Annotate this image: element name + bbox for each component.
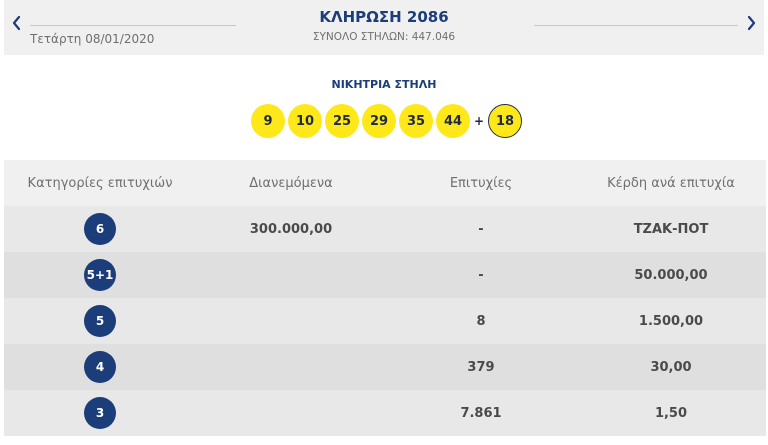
table-row: 3 7.861 1,50 (4, 390, 766, 436)
header-divider-left (30, 25, 236, 26)
draw-header: Τετάρτη 08/01/2020 ΚΛΗΡΩΣΗ 2086 ΣΥΝΟΛΟ Σ… (4, 0, 764, 55)
prize-table: Κατηγορίες επιτυχιών Διανεμόμενα Επιτυχί… (4, 160, 766, 436)
category-badge: 5 (84, 305, 116, 337)
next-draw-button[interactable] (742, 12, 760, 34)
total-columns: ΣΥΝΟΛΟ ΣΤΗΛΩΝ: 447.046 (312, 31, 456, 43)
previous-draw-button[interactable] (8, 12, 26, 34)
draw-title: ΚΛΗΡΩΣΗ 2086 (319, 8, 449, 26)
prize-cell: 30,00 (650, 359, 692, 375)
winners-cell: - (478, 267, 484, 283)
winning-ball: 35 (399, 104, 433, 138)
plus-sign: + (473, 114, 485, 128)
header-distributed: Διανεμόμενα (249, 175, 333, 191)
category-badge: 4 (84, 351, 116, 383)
category-badge: 6 (84, 213, 116, 245)
joker-ball: 18 (488, 104, 522, 138)
winners-cell: - (478, 221, 484, 237)
header-winners: Επιτυχίες (449, 175, 513, 191)
winners-cell: 379 (467, 359, 495, 375)
table-row: 6 300.000,00 - ΤΖΑΚ-ΠΟΤ (4, 206, 766, 252)
header-prize-per-winner: Κέρδη ανά επιτυχία (607, 175, 735, 191)
winning-ball: 44 (436, 104, 470, 138)
header-divider-right (534, 25, 738, 26)
winners-cell: 7.861 (460, 405, 502, 421)
prize-cell: 50.000,00 (634, 267, 708, 283)
table-row: 5 8 1.500,00 (4, 298, 766, 344)
winning-column-label: ΝΙΚΗΤΡΙΑ ΣΤΗΛΗ (331, 78, 437, 91)
winners-cell: 8 (476, 313, 486, 329)
table-row: 5+1 - 50.000,00 (4, 252, 766, 298)
prize-cell: 1.500,00 (638, 313, 704, 329)
distributed-cell: 300.000,00 (249, 221, 333, 237)
prize-cell: ΤΖΑΚ-ΠΟΤ (633, 221, 709, 237)
category-badge: 5+1 (84, 259, 116, 291)
prize-cell: 1,50 (654, 405, 688, 421)
table-row: 4 379 30,00 (4, 344, 766, 390)
table-header: Κατηγορίες επιτυχιών Διανεμόμενα Επιτυχί… (4, 160, 766, 206)
category-badge: 3 (84, 397, 116, 429)
winning-ball: 10 (288, 104, 322, 138)
draw-date: Τετάρτη 08/01/2020 (30, 32, 155, 46)
winning-ball: 29 (362, 104, 396, 138)
chevron-right-icon (747, 15, 756, 31)
chevron-left-icon (12, 15, 21, 31)
header-categories: Κατηγορίες επιτυχιών (27, 175, 173, 191)
winning-ball: 25 (325, 104, 359, 138)
winning-numbers: 9 10 25 29 35 44 + 18 (251, 104, 522, 138)
winning-ball: 9 (251, 104, 285, 138)
